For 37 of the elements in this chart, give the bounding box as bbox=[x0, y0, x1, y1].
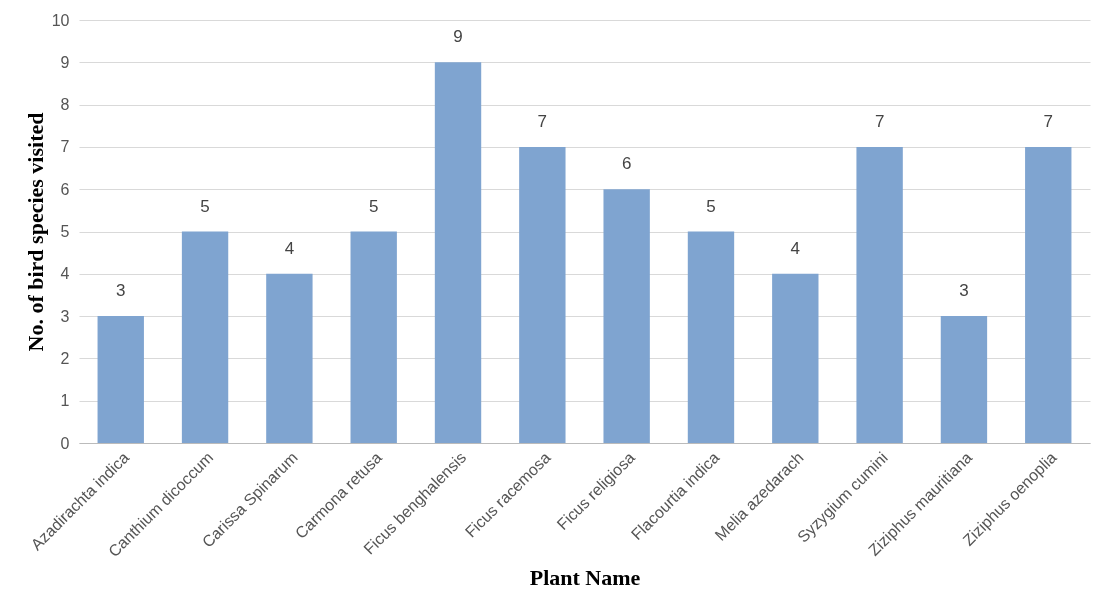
y-tick-label: 6 bbox=[60, 180, 70, 198]
data-label: 9 bbox=[453, 27, 463, 47]
data-label: 5 bbox=[368, 196, 379, 216]
bar bbox=[181, 231, 229, 443]
y-tick-label: 2 bbox=[60, 349, 70, 367]
y-axis-title: No. of bird species visited bbox=[22, 112, 48, 352]
data-label: 4 bbox=[790, 238, 801, 258]
data-label: 7 bbox=[874, 111, 885, 131]
y-tick-label: 10 bbox=[51, 11, 70, 29]
data-label: 3 bbox=[116, 281, 126, 301]
bar bbox=[97, 316, 144, 443]
data-label: 6 bbox=[621, 154, 632, 174]
bar bbox=[772, 273, 819, 443]
y-tick-label: 9 bbox=[60, 53, 70, 71]
bar bbox=[603, 189, 650, 443]
bar bbox=[687, 231, 735, 443]
data-label: 5 bbox=[706, 196, 716, 216]
y-tick-label: 8 bbox=[60, 96, 70, 114]
data-label: 7 bbox=[537, 111, 548, 131]
data-label: 4 bbox=[284, 238, 295, 258]
bar bbox=[434, 62, 482, 443]
y-tick-label: 5 bbox=[60, 223, 70, 240]
bar bbox=[856, 146, 903, 443]
x-axis-title: Plant Name bbox=[529, 565, 641, 591]
bar bbox=[350, 231, 397, 443]
y-tick-label: 7 bbox=[60, 138, 70, 156]
data-label: 7 bbox=[1043, 111, 1053, 131]
y-tick-label: 3 bbox=[60, 307, 70, 325]
y-tick-label: 4 bbox=[60, 265, 70, 283]
bar bbox=[266, 273, 313, 443]
y-tick-label: 1 bbox=[60, 392, 70, 410]
y-tick-label: 0 bbox=[60, 434, 70, 452]
data-label: 3 bbox=[959, 281, 969, 301]
data-label: 5 bbox=[200, 196, 210, 216]
bar bbox=[1025, 146, 1072, 443]
bar bbox=[519, 146, 566, 443]
bar bbox=[940, 316, 988, 443]
